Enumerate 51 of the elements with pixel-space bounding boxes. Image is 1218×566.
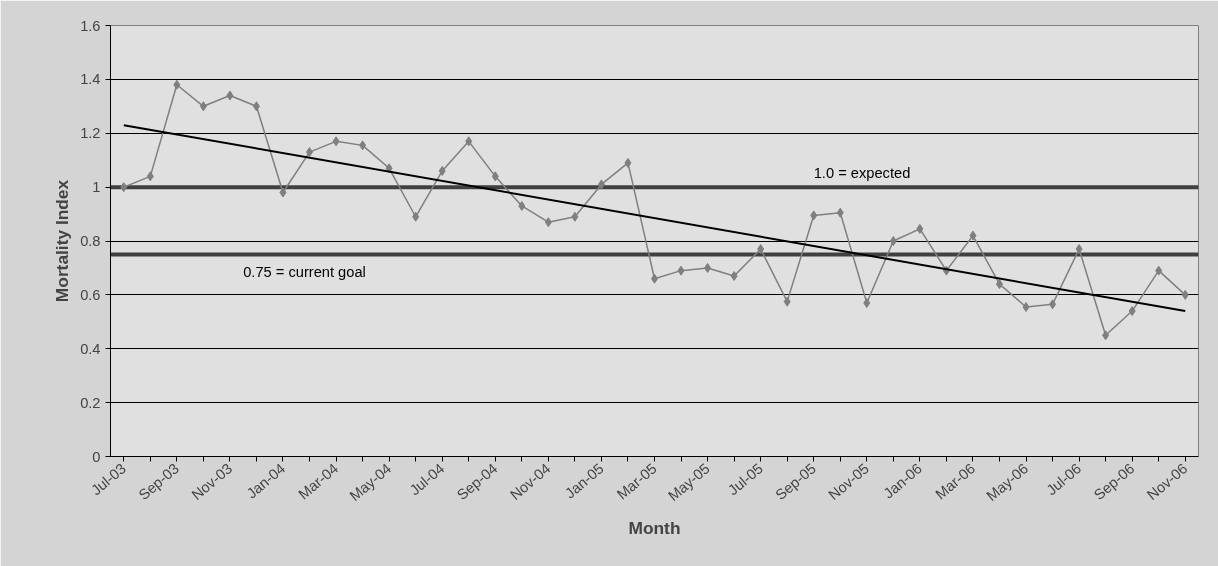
y-tick-label: 1.4 (80, 71, 101, 88)
point (730, 271, 738, 282)
point (438, 165, 446, 176)
point (571, 211, 579, 222)
y-axis-title: Mortality Index (52, 179, 73, 303)
point (704, 262, 712, 273)
point (1155, 265, 1163, 276)
y-tick-label: 1.6 (80, 17, 101, 34)
point (120, 182, 128, 193)
point (412, 211, 420, 222)
point (1128, 306, 1136, 317)
y-tick-label: 0.8 (80, 233, 101, 249)
point (332, 136, 340, 147)
point (1075, 244, 1083, 255)
y-tick-label: 0.6 (80, 286, 101, 303)
point (995, 279, 1003, 290)
point (226, 90, 234, 101)
point (518, 200, 526, 211)
point (359, 140, 367, 151)
point (1181, 289, 1189, 300)
y-tick-label: 0.4 (80, 340, 101, 357)
point (597, 179, 605, 190)
point (544, 217, 552, 228)
point (757, 244, 765, 255)
point (810, 210, 818, 221)
point (173, 79, 181, 90)
ref-line-label: 1.0 = expected (813, 165, 911, 182)
point (279, 187, 287, 198)
point (252, 101, 260, 112)
point (783, 296, 791, 307)
x-axis-title: Month (628, 518, 681, 539)
point (1102, 330, 1110, 341)
point (491, 171, 499, 182)
point (199, 101, 207, 112)
point (677, 265, 685, 276)
ref-line-label: 0.75 = current goal (243, 264, 366, 281)
point (465, 136, 473, 147)
point (1022, 302, 1030, 312)
point (1049, 299, 1057, 310)
point (306, 147, 314, 158)
y-tick-label: 0.2 (80, 394, 101, 411)
point (889, 236, 897, 246)
point (863, 297, 871, 308)
y-tick-label: 1 (92, 179, 101, 196)
point (624, 157, 632, 168)
y-tick-label: 0 (92, 448, 101, 465)
point (916, 223, 924, 234)
point (146, 171, 154, 182)
point (969, 230, 977, 241)
y-tick-label: 1.2 (80, 125, 101, 142)
point (836, 207, 844, 218)
